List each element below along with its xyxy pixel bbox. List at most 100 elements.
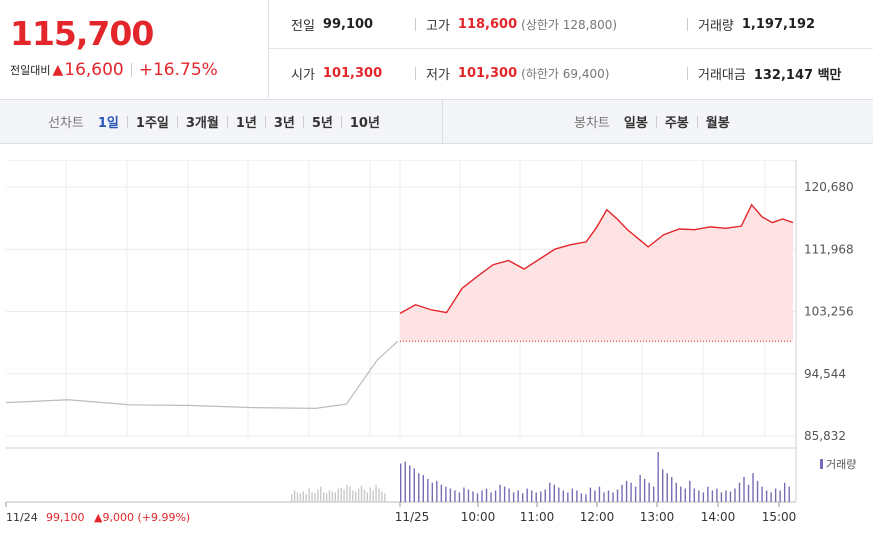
volume-bar — [652, 486, 655, 502]
volume-bar — [689, 480, 691, 502]
volume-bar — [562, 490, 565, 502]
volume-bar — [535, 492, 537, 502]
volume-bar — [585, 494, 587, 502]
tab-weekly-candle[interactable]: 주봉 — [664, 116, 689, 131]
divider — [655, 115, 657, 128]
volume-bar — [325, 493, 328, 502]
volume-bar — [503, 486, 506, 502]
tab-1year[interactable]: 1년 — [235, 116, 257, 131]
chart-tab-bar: 선차트 1일 1주일 3개월 1년 3년 5년 10년 봉차트 일봉 주봉 월봉 — [0, 99, 873, 144]
volume-bar — [317, 489, 319, 502]
tab-1week[interactable]: 1주일 — [135, 116, 169, 131]
volume-bar — [481, 490, 483, 502]
volume-bar — [431, 482, 434, 502]
volume-bar — [765, 490, 768, 502]
divider — [264, 115, 266, 128]
change-amount: 16,600 — [64, 60, 124, 80]
volume-bar — [634, 486, 637, 502]
volume-bar — [378, 488, 380, 502]
volume-bar — [363, 489, 366, 502]
volume-bar — [360, 485, 363, 502]
volume-bar — [734, 488, 736, 502]
tab-daily-candle[interactable]: 일봉 — [623, 116, 648, 131]
volume-bar — [349, 486, 351, 502]
x-tick-label: 10:00 — [461, 510, 496, 524]
volume-bar — [770, 492, 772, 502]
volume-bar — [630, 482, 632, 502]
tab-5year[interactable]: 5년 — [311, 116, 333, 131]
tab-3month[interactable]: 3개월 — [185, 116, 219, 131]
volume-bar — [323, 492, 325, 502]
volume-bar — [291, 494, 293, 502]
volume-bar — [603, 492, 605, 502]
high-label: 고가 — [426, 18, 450, 34]
quote-info-table: 전일 99,100 고가 118,600 (상한가 128,800) 거래량 1… — [268, 0, 873, 98]
volume-legend-swatch — [820, 459, 823, 469]
volume-bar — [296, 492, 299, 502]
volume-legend: 거래량 — [820, 458, 856, 471]
volume-bar — [346, 484, 348, 502]
volume-bar — [540, 491, 542, 502]
low-label: 저가 — [426, 68, 450, 83]
open-value: 101,300 — [322, 66, 383, 81]
y-tick-label: 94,544 — [804, 367, 846, 381]
volume-bar — [756, 480, 759, 502]
volume-bar — [729, 491, 732, 502]
prev-day-price-line — [5, 340, 399, 409]
volume-bar — [594, 490, 596, 502]
candle-chart-tabs: 봉차트 일봉 주봉 월봉 — [574, 100, 730, 143]
volume-bar — [720, 492, 723, 502]
volume-bar — [517, 490, 519, 502]
volume-bar — [752, 473, 754, 502]
volume-bar — [490, 492, 492, 502]
volume-bar — [662, 469, 664, 502]
volume-bar — [702, 492, 705, 502]
x-axis-labels: 11/25 10:00 11:00 12:00 13:00 14:00 15:00 11/24… — [5, 502, 796, 524]
tab-monthly-candle[interactable]: 월봉 — [705, 116, 730, 131]
volume-bar — [521, 493, 524, 502]
volume-bar — [302, 491, 305, 502]
volume-bar — [334, 492, 337, 502]
x-tick-label: 13:00 — [640, 510, 675, 524]
tab-1day[interactable]: 1일 — [97, 116, 119, 131]
volume-value: 1,197,192 — [741, 16, 816, 32]
volume-bar — [454, 490, 456, 502]
volume-bar — [526, 488, 528, 502]
volume-bar — [621, 484, 623, 502]
volume-bar — [308, 488, 310, 502]
volume-bar — [698, 490, 700, 502]
tab-10year[interactable]: 10년 — [349, 116, 380, 131]
volume-bar — [449, 488, 452, 502]
divider — [176, 115, 178, 128]
volume-bar — [366, 492, 369, 502]
volume-bar — [427, 478, 429, 502]
volume-bar — [476, 493, 479, 502]
price-area-fill — [400, 204, 793, 342]
upper-limit: (상한가 128,800) — [521, 17, 618, 32]
y-tick-label: 103,256 — [804, 305, 854, 319]
volume-legend-label: 거래량 — [826, 458, 856, 471]
low-cell: 저가 101,300 (하한가 69,400) — [415, 64, 609, 83]
volume-bar — [463, 487, 465, 502]
volume-bar — [320, 486, 322, 502]
volume-bar — [788, 486, 790, 502]
volume-bar — [657, 452, 659, 502]
volume-bar — [693, 488, 696, 502]
y-axis-labels: 120,680 111,968 103,256 94,544 85,832 — [804, 180, 854, 443]
change-percent: +16.75% — [138, 60, 218, 80]
y-tick-label: 111,968 — [804, 242, 854, 256]
volume-bar — [783, 482, 786, 502]
volume-bar — [571, 488, 574, 502]
volume-bar — [400, 463, 402, 502]
volume-bar — [485, 488, 488, 502]
divider — [442, 100, 443, 143]
open-label: 시가 — [291, 68, 315, 83]
volume-bar — [643, 478, 646, 502]
divider — [687, 67, 688, 80]
divider — [302, 115, 304, 128]
volume-bar — [404, 461, 406, 502]
volume-bar — [343, 489, 345, 502]
tab-3year[interactable]: 3년 — [273, 116, 295, 131]
change-line: 전일대비 ▲ 16,600 +16.75% — [10, 60, 218, 80]
volume-bar — [747, 484, 750, 502]
